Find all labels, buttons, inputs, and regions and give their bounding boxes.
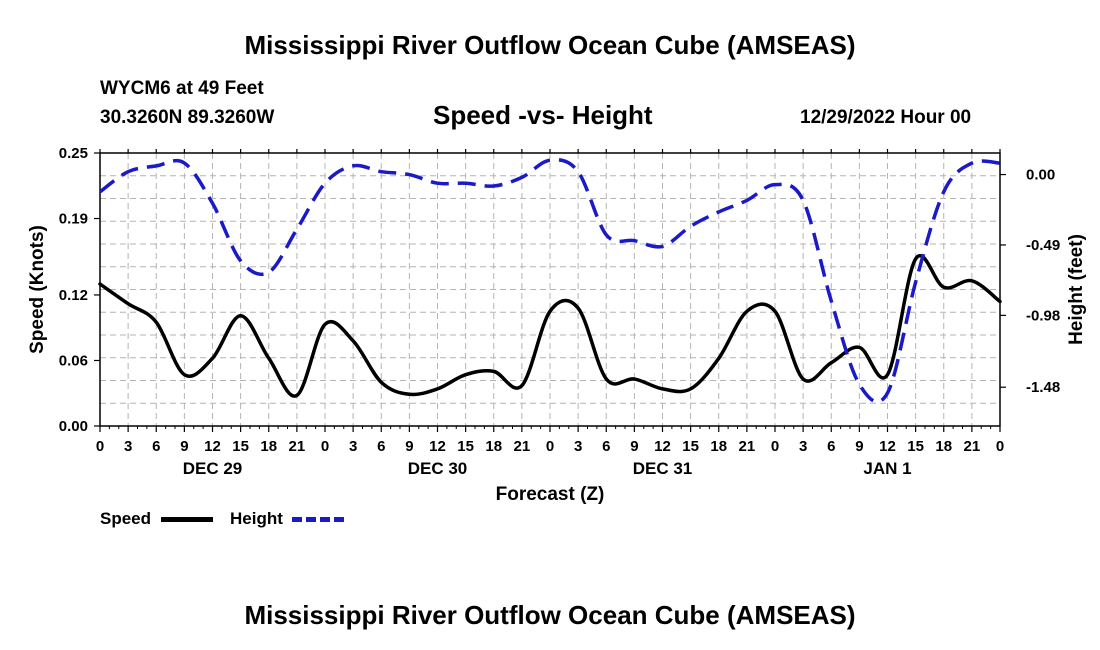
x-tick-label: 15	[907, 438, 924, 455]
station-coordinates: 30.3260N 89.3260W	[100, 107, 275, 128]
x-tick-label: 6	[152, 438, 160, 455]
y-tick-label: 0.12	[59, 287, 88, 304]
x-tick-label: 21	[739, 438, 756, 455]
chart-subtitle: Speed -vs- Height	[433, 100, 653, 130]
x-tick-label: 21	[289, 438, 306, 455]
x-tick-label: 15	[232, 438, 249, 455]
x-tick-label: 3	[124, 438, 132, 455]
y-tick-label: 0.25	[59, 145, 88, 162]
x-tick-label: 21	[514, 438, 531, 455]
forecast-date: 12/29/2022 Hour 00	[800, 107, 972, 128]
x-tick-label: 12	[204, 438, 221, 455]
legend-speed-label: Speed	[100, 509, 152, 528]
x-tick-label: 15	[682, 438, 699, 455]
legend-height-swatch	[292, 517, 344, 522]
x-tick-label: 3	[574, 438, 582, 455]
x-tick-label: 0	[321, 438, 329, 455]
speed-height-chart: 0 3 6 9 12 15 18 21 0 3 6 9 12 15 18 21 0 3 6 9 12 15 18 21 0 3 6 9…	[27, 145, 1087, 505]
page-title: Mississippi River Outflow Ocean Cube (AM…	[244, 30, 856, 60]
x-tick-label: 9	[630, 438, 638, 455]
height-series-line	[98, 158, 1001, 404]
legend-height-label: Height	[230, 509, 283, 528]
y-tick-label: 0.00	[59, 418, 88, 435]
x-tick-label: 6	[827, 438, 835, 455]
x-tick-label: 0	[996, 438, 1004, 455]
x-tick-label: 9	[180, 438, 188, 455]
y2-tick-label: 0.00	[1026, 167, 1055, 184]
x-tick-label: 12	[879, 438, 896, 455]
x-axis-label: Forecast (Z)	[496, 484, 605, 505]
y-axis-label: Speed (Knots)	[27, 225, 48, 354]
x-tick-label: 6	[602, 438, 610, 455]
x-day-label: DEC 30	[408, 459, 468, 478]
x-tick-label: 18	[485, 438, 502, 455]
x-tick-label: 15	[457, 438, 474, 455]
x-tick-label: 12	[654, 438, 671, 455]
y2-axis-label: Height (feet)	[1066, 234, 1087, 345]
x-tick-label: 9	[855, 438, 863, 455]
y-tick-label: 0.06	[59, 352, 88, 369]
footer-title: Mississippi River Outflow Ocean Cube (AM…	[244, 600, 856, 630]
x-day-label: DEC 31	[633, 459, 693, 478]
speed-series-line	[98, 254, 1002, 398]
x-day-label: JAN 1	[863, 459, 911, 478]
x-tick-label: 18	[935, 438, 952, 455]
x-tick-label: 3	[349, 438, 357, 455]
x-tick-label: 0	[96, 438, 104, 455]
legend-speed-swatch	[161, 517, 213, 522]
x-tick-label: 18	[260, 438, 277, 455]
y2-tick-label: -1.48	[1026, 379, 1060, 396]
x-tick-label: 12	[429, 438, 446, 455]
x-tick-label: 9	[405, 438, 413, 455]
x-tick-label: 3	[799, 438, 807, 455]
x-tick-label: 21	[964, 438, 981, 455]
y2-tick-label: -0.98	[1026, 307, 1060, 324]
y2-tick-label: -0.49	[1026, 237, 1060, 254]
x-tick-label: 0	[771, 438, 779, 455]
x-tick-label: 0	[546, 438, 554, 455]
x-tick-label: 6	[377, 438, 385, 455]
x-tick-label: 18	[710, 438, 727, 455]
station-label: WYCM6 at 49 Feet	[100, 78, 264, 99]
y-tick-label: 0.19	[59, 211, 88, 228]
x-day-label: DEC 29	[183, 459, 243, 478]
